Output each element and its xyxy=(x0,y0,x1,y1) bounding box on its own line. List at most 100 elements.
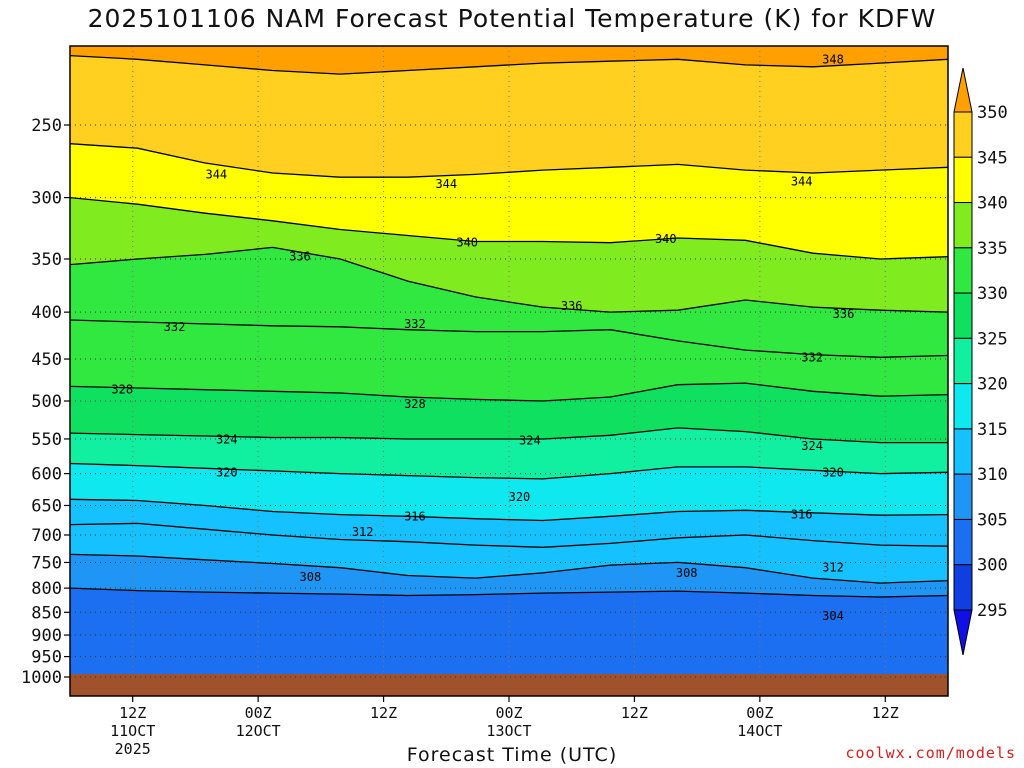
contour-label: 316 xyxy=(791,508,813,522)
colorbar-swatch xyxy=(953,337,973,385)
contour-label: 308 xyxy=(676,566,698,580)
isentrope-340 xyxy=(70,196,948,260)
y-tick-label: 350 xyxy=(31,250,62,270)
contour-label: 320 xyxy=(509,490,531,504)
colorbar-label: 310 xyxy=(977,465,1008,485)
x-tick-year: 2025 xyxy=(115,740,151,758)
isentrope-328 xyxy=(70,382,948,402)
contour-label: 332 xyxy=(404,317,426,331)
grid-lines xyxy=(70,46,948,678)
ground-fill xyxy=(70,674,948,696)
isentrope-332 xyxy=(70,319,948,358)
colorbar-label: 325 xyxy=(977,329,1008,349)
colorbar-label: 340 xyxy=(977,194,1008,214)
colorbar-label: 315 xyxy=(977,420,1008,440)
x-tick-date: 12OCT xyxy=(236,722,281,740)
y-tick-label: 850 xyxy=(31,603,62,623)
y-tick-label: 800 xyxy=(31,579,62,599)
colorbar-swatch xyxy=(953,156,973,204)
x-tick-time: 00Z xyxy=(746,704,773,722)
colorbar-swatch xyxy=(953,428,973,475)
contour-label: 332 xyxy=(801,350,823,364)
colorbar-swatch xyxy=(953,473,973,520)
contour-label: 340 xyxy=(655,232,677,246)
contour-label: 340 xyxy=(456,236,478,250)
isentrope-336 xyxy=(70,246,948,313)
colorbar-label: 350 xyxy=(977,103,1008,123)
colorbar-swatch xyxy=(953,383,973,430)
colorbar-swatch xyxy=(953,518,973,566)
isentrope-312 xyxy=(70,522,948,548)
contour-label: 324 xyxy=(216,433,238,447)
isentrope-344 xyxy=(70,143,948,178)
isentrope-contours xyxy=(70,54,948,598)
contour-label: 324 xyxy=(519,433,541,447)
colorbar-label: 295 xyxy=(977,601,1008,621)
contour-label: 348 xyxy=(822,52,844,66)
colorbar-label: 345 xyxy=(977,148,1008,168)
contour-label: 312 xyxy=(822,561,844,575)
isentrope-316 xyxy=(70,498,948,522)
chart-title: 2025101106 NAM Forecast Potential Temper… xyxy=(87,4,937,33)
colorbar-swatch xyxy=(953,202,973,249)
y-tick-label: 750 xyxy=(31,553,62,573)
colorbar-swatch xyxy=(953,564,973,611)
y-axis: 250 300 350 400 450 500 550 600 650 700 750 800 850 9… xyxy=(21,116,70,688)
contour-label: 336 xyxy=(289,250,311,264)
contour-label: 332 xyxy=(164,320,186,334)
isentrope-320 xyxy=(70,462,948,480)
x-tick-time: 12Z xyxy=(370,704,397,722)
contour-label: 316 xyxy=(404,509,426,523)
colorbar-swatch xyxy=(953,292,973,339)
isentrope-324 xyxy=(70,427,948,444)
isentrope-348 xyxy=(70,54,948,75)
x-tick-time: 12Z xyxy=(621,704,648,722)
colorbar-bottom-arrow xyxy=(953,609,973,656)
y-tick-label: 500 xyxy=(31,392,62,412)
x-axis-title: Forecast Time (UTC) xyxy=(406,744,618,766)
colorbar-swatch xyxy=(953,247,973,294)
contour-label: 328 xyxy=(404,397,426,411)
contour-label: 308 xyxy=(300,570,322,584)
contour-label: 320 xyxy=(216,465,238,479)
colorbar-label: 305 xyxy=(977,510,1008,530)
y-tick-label: 600 xyxy=(31,465,62,485)
colorbar-label: 300 xyxy=(977,556,1008,576)
contour-label: 344 xyxy=(791,174,813,188)
ground-layer xyxy=(70,674,948,696)
y-tick-label: 450 xyxy=(31,350,62,370)
contour-label: 312 xyxy=(352,525,374,539)
colorbar-label: 335 xyxy=(977,239,1008,259)
contour-label: 328 xyxy=(111,383,133,397)
colorbar-label: 320 xyxy=(977,375,1008,395)
x-tick-date: 13OCT xyxy=(486,722,531,740)
x-tick-time: 00Z xyxy=(495,704,522,722)
y-tick-label: 1000 xyxy=(21,668,62,688)
contour-label: 344 xyxy=(435,177,457,191)
isentrope-308 xyxy=(70,553,948,584)
y-tick-label: 400 xyxy=(31,303,62,323)
x-tick-date: 11OCT xyxy=(110,722,155,740)
y-tick-label: 700 xyxy=(31,526,62,546)
band-348 xyxy=(70,46,948,75)
y-tick-label: 650 xyxy=(31,496,62,516)
y-tick-label: 950 xyxy=(31,648,62,668)
contour-label: 344 xyxy=(205,167,227,181)
isentrope-304 xyxy=(70,587,948,598)
y-tick-label: 300 xyxy=(31,189,62,209)
x-tick-time: 12Z xyxy=(872,704,899,722)
site-credit[interactable]: coolwx.com/models xyxy=(845,744,1016,762)
colorbar: 350 345 340 335 330 325 320 315 310 305 300 295 xyxy=(953,67,1008,656)
y-tick-label: 550 xyxy=(31,430,62,450)
contour-label: 336 xyxy=(561,299,583,313)
colorbar-swatch xyxy=(953,111,973,158)
contour-labels: 348 344 344 344 340 340 336 336 336 332 332 332 328 3… xyxy=(111,52,854,623)
contour-label: 324 xyxy=(801,439,823,453)
y-tick-label: 250 xyxy=(31,116,62,136)
x-tick-date: 14OCT xyxy=(737,722,782,740)
x-tick-time: 12Z xyxy=(119,704,146,722)
contour-label: 304 xyxy=(822,609,844,623)
colorbar-top-arrow xyxy=(953,67,973,113)
contour-label: 320 xyxy=(822,465,844,479)
